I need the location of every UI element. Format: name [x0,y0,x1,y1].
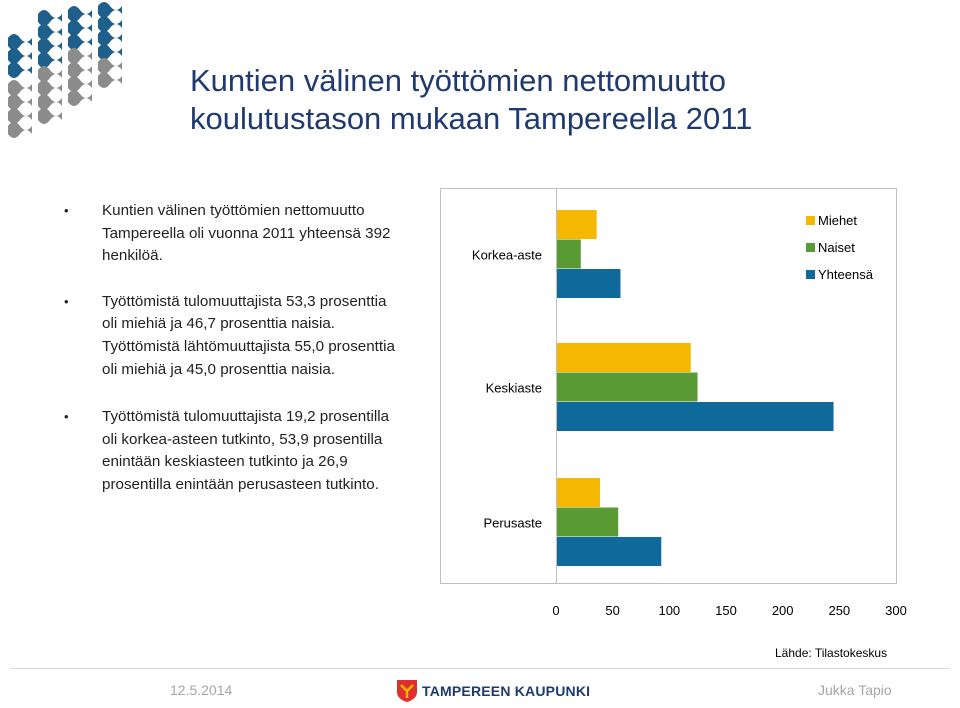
legend-swatch [806,243,815,252]
x-tick-label: 250 [828,603,850,618]
x-tick-label: 100 [658,603,680,618]
footer-brand-text: TAMPEREEN KAUPUNKI [422,683,591,699]
category-label: Korkea-aste [472,247,542,262]
x-tick-label: 300 [885,603,907,618]
logo-gray-waves [8,48,122,138]
bullet-item: • Kuntien välinen työttömien nettomuutto … [62,200,402,268]
bullet-dot: • [64,203,69,218]
page-title: Kuntien välinen työttömien nettomuutto k… [190,63,753,136]
legend-swatch [806,270,815,279]
city-crest-icon [397,680,417,702]
x-tick-label: 50 [605,603,619,618]
x-tick-label: 0 [552,603,559,618]
category-label: Perusaste [483,515,542,530]
bar-naiset-2 [557,507,619,537]
bullet-dot: • [64,409,69,425]
x-tick-label: 200 [772,603,794,618]
bullet-item: • Työttömistä tulomuuttajista 19,2 prosen… [62,406,402,496]
footer-date: 12.5.2014 [170,682,233,698]
bar-miehet-1 [557,343,691,372]
bar-yhteensä-0 [557,269,621,298]
legend-swatch [806,216,815,225]
bar-miehet-2 [557,478,601,507]
footer-divider [10,668,950,669]
bar-naiset-0 [557,239,581,269]
city-logo [8,2,122,138]
bullet-text: Työttömistä tulomuuttajista 19,2 prosent… [102,408,390,493]
source-note: Lähde: Tilastokeskus [775,646,888,660]
bar-naiset-1 [557,372,698,402]
legend-label: Yhteensä [818,267,874,282]
bullet-dot: • [64,293,69,309]
bullet-text: Kuntien välinen työttömien nettomuutto T… [102,202,391,265]
bar-miehet-0 [557,210,597,239]
legend-label: Miehet [818,213,857,228]
footer-brand: TAMPEREEN KAUPUNKI [396,679,590,703]
bullet-text: Työttömistä tulomuuttajista 53,3 prosent… [102,292,395,378]
bullet-item: • Työttömistä tulomuuttajista 53,3 prosen… [62,291,402,381]
bullet-list: • Kuntien välinen työttömien nettomuutto … [62,200,402,497]
category-label: Keskiaste [486,380,542,395]
legend-label: Naiset [818,240,855,255]
bar-yhteensä-2 [557,537,662,566]
plot-area-border [440,188,897,584]
footer-author: Jukka Tapio [818,682,892,698]
bar-chart: Korkea-aste Keskiaste Perusaste 0 50 100 150 20… [440,188,907,618]
logo-blue-waves [8,2,122,78]
bar-yhteensä-1 [557,402,834,431]
x-tick-label: 150 [715,603,737,618]
